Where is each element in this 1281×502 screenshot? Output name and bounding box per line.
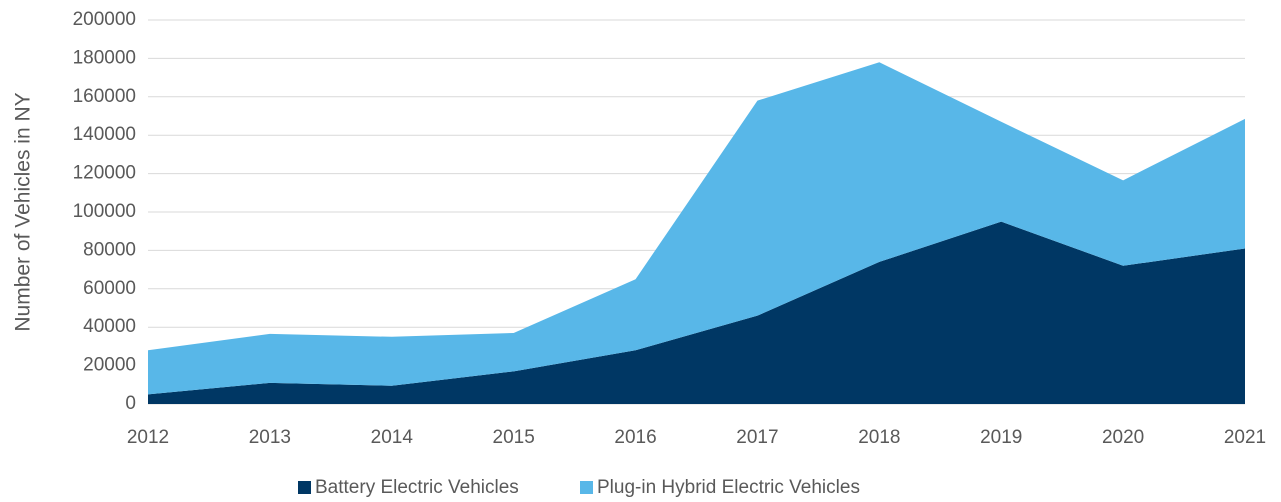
x-tick-label: 2021 xyxy=(1224,427,1266,448)
x-tick-label: 2012 xyxy=(127,427,169,448)
y-tick-label: 120000 xyxy=(73,163,136,184)
y-tick-label: 0 xyxy=(125,393,136,414)
x-tick-label: 2013 xyxy=(249,427,291,448)
x-tick-label: 2014 xyxy=(371,427,414,448)
y-tick-label: 160000 xyxy=(73,86,136,107)
legend-swatch xyxy=(298,481,311,494)
area xyxy=(148,62,1245,395)
x-tick-label: 2017 xyxy=(736,427,778,448)
y-tick-label: 20000 xyxy=(83,355,136,376)
x-tick-label: 2015 xyxy=(493,427,535,448)
y-axis-label: Number of Vehicles in NY xyxy=(12,92,35,331)
area xyxy=(148,221,1245,404)
legend-label: Plug-in Hybrid Electric Vehicles xyxy=(597,477,860,498)
y-tick-label: 60000 xyxy=(83,278,136,299)
x-tick-label: 2019 xyxy=(980,427,1022,448)
legend-swatch xyxy=(580,481,593,494)
y-tick-label: 180000 xyxy=(73,47,136,68)
y-tick-label: 100000 xyxy=(73,201,136,222)
x-tick-label: 2020 xyxy=(1102,427,1144,448)
legend-label: Battery Electric Vehicles xyxy=(315,477,519,498)
y-tick-label: 80000 xyxy=(83,239,136,260)
y-tick-label: 140000 xyxy=(73,124,136,145)
y-tick-label: 40000 xyxy=(83,316,136,337)
x-tick-label: 2016 xyxy=(614,427,656,448)
y-tick-label: 200000 xyxy=(73,9,136,30)
x-tick-label: 2018 xyxy=(858,427,900,448)
